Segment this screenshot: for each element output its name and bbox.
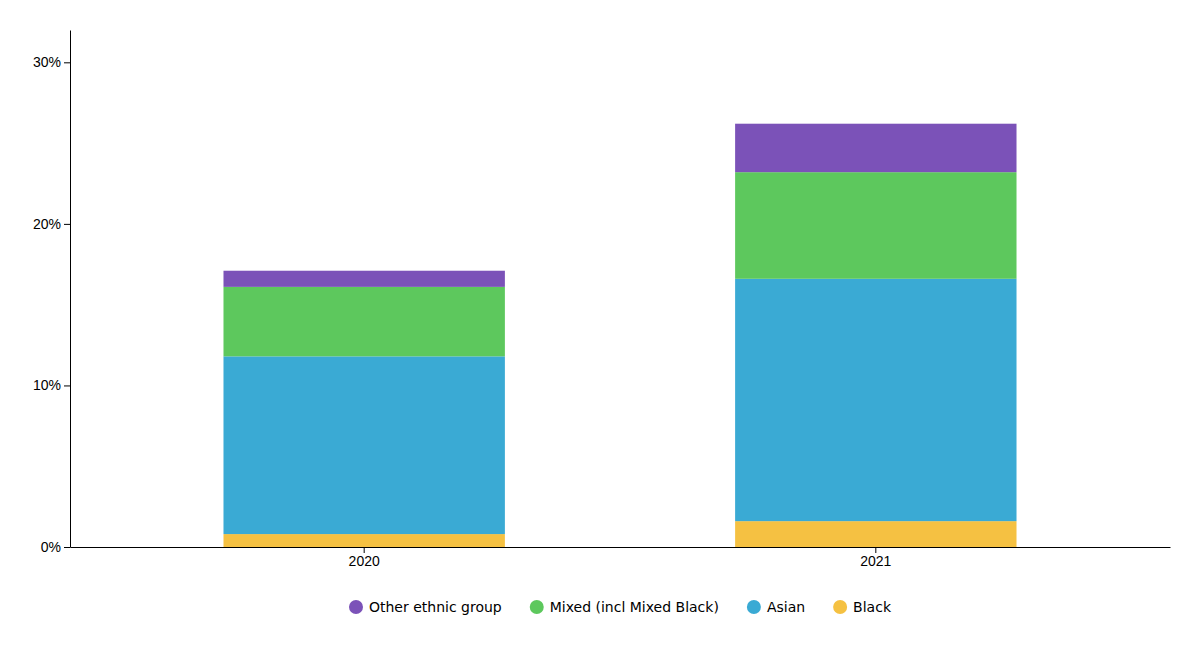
plot: 0% 10% 20% 30% 2020 2021 xyxy=(33,31,1171,569)
legend-label: Mixed (incl Mixed Black) xyxy=(550,599,719,615)
bar-segment xyxy=(223,287,504,356)
x-axis: 2020 2021 xyxy=(71,547,1171,569)
bar-segment xyxy=(735,279,1016,521)
y-tick: 20% xyxy=(33,216,70,232)
y-tick-label: 10% xyxy=(33,377,61,393)
bar-segment xyxy=(223,534,504,547)
x-tick: 2021 xyxy=(860,547,891,569)
legend-item: Black xyxy=(833,599,892,615)
x-axis-line xyxy=(71,547,1171,548)
series-bars xyxy=(223,124,1016,287)
legend-swatch xyxy=(349,600,363,614)
y-tick-mark xyxy=(64,385,70,386)
bar-segment xyxy=(735,172,1016,279)
legend-swatch xyxy=(747,600,761,614)
legend-label: Asian xyxy=(767,599,805,615)
y-tick-mark xyxy=(64,547,70,548)
bar-segment xyxy=(223,356,504,534)
bar-segment xyxy=(223,271,504,287)
legend-swatch xyxy=(833,600,847,614)
y-tick-label: 20% xyxy=(33,216,61,232)
series-bars xyxy=(223,172,1016,356)
legend-item: Other ethnic group xyxy=(349,599,502,615)
x-tick: 2020 xyxy=(349,547,380,569)
y-tick-label: 30% xyxy=(33,54,61,70)
x-tick-label: 2021 xyxy=(860,553,891,569)
y-tick-mark xyxy=(64,224,70,225)
legend-swatch xyxy=(530,600,544,614)
bar-segment xyxy=(735,124,1016,172)
chart: 0% 10% 20% 30% 2020 2021 Other ethnic group Mix… xyxy=(0,0,1200,647)
bar-segment xyxy=(735,521,1016,547)
bars xyxy=(223,124,1016,547)
legend: Other ethnic group Mixed (incl Mixed Blac… xyxy=(349,599,892,615)
x-tick-label: 2020 xyxy=(349,553,380,569)
series-bars xyxy=(223,279,1016,534)
legend-label: Other ethnic group xyxy=(369,599,502,615)
y-tick-mark xyxy=(64,62,70,63)
y-tick: 0% xyxy=(41,539,70,555)
y-axis-line xyxy=(70,31,71,548)
legend-label: Black xyxy=(853,599,892,615)
legend-item: Mixed (incl Mixed Black) xyxy=(530,599,719,615)
y-tick: 30% xyxy=(33,54,70,70)
y-axis: 0% 10% 20% 30% xyxy=(33,31,71,555)
legend-item: Asian xyxy=(747,599,805,615)
y-tick-label: 0% xyxy=(41,539,61,555)
y-tick: 10% xyxy=(33,377,70,393)
